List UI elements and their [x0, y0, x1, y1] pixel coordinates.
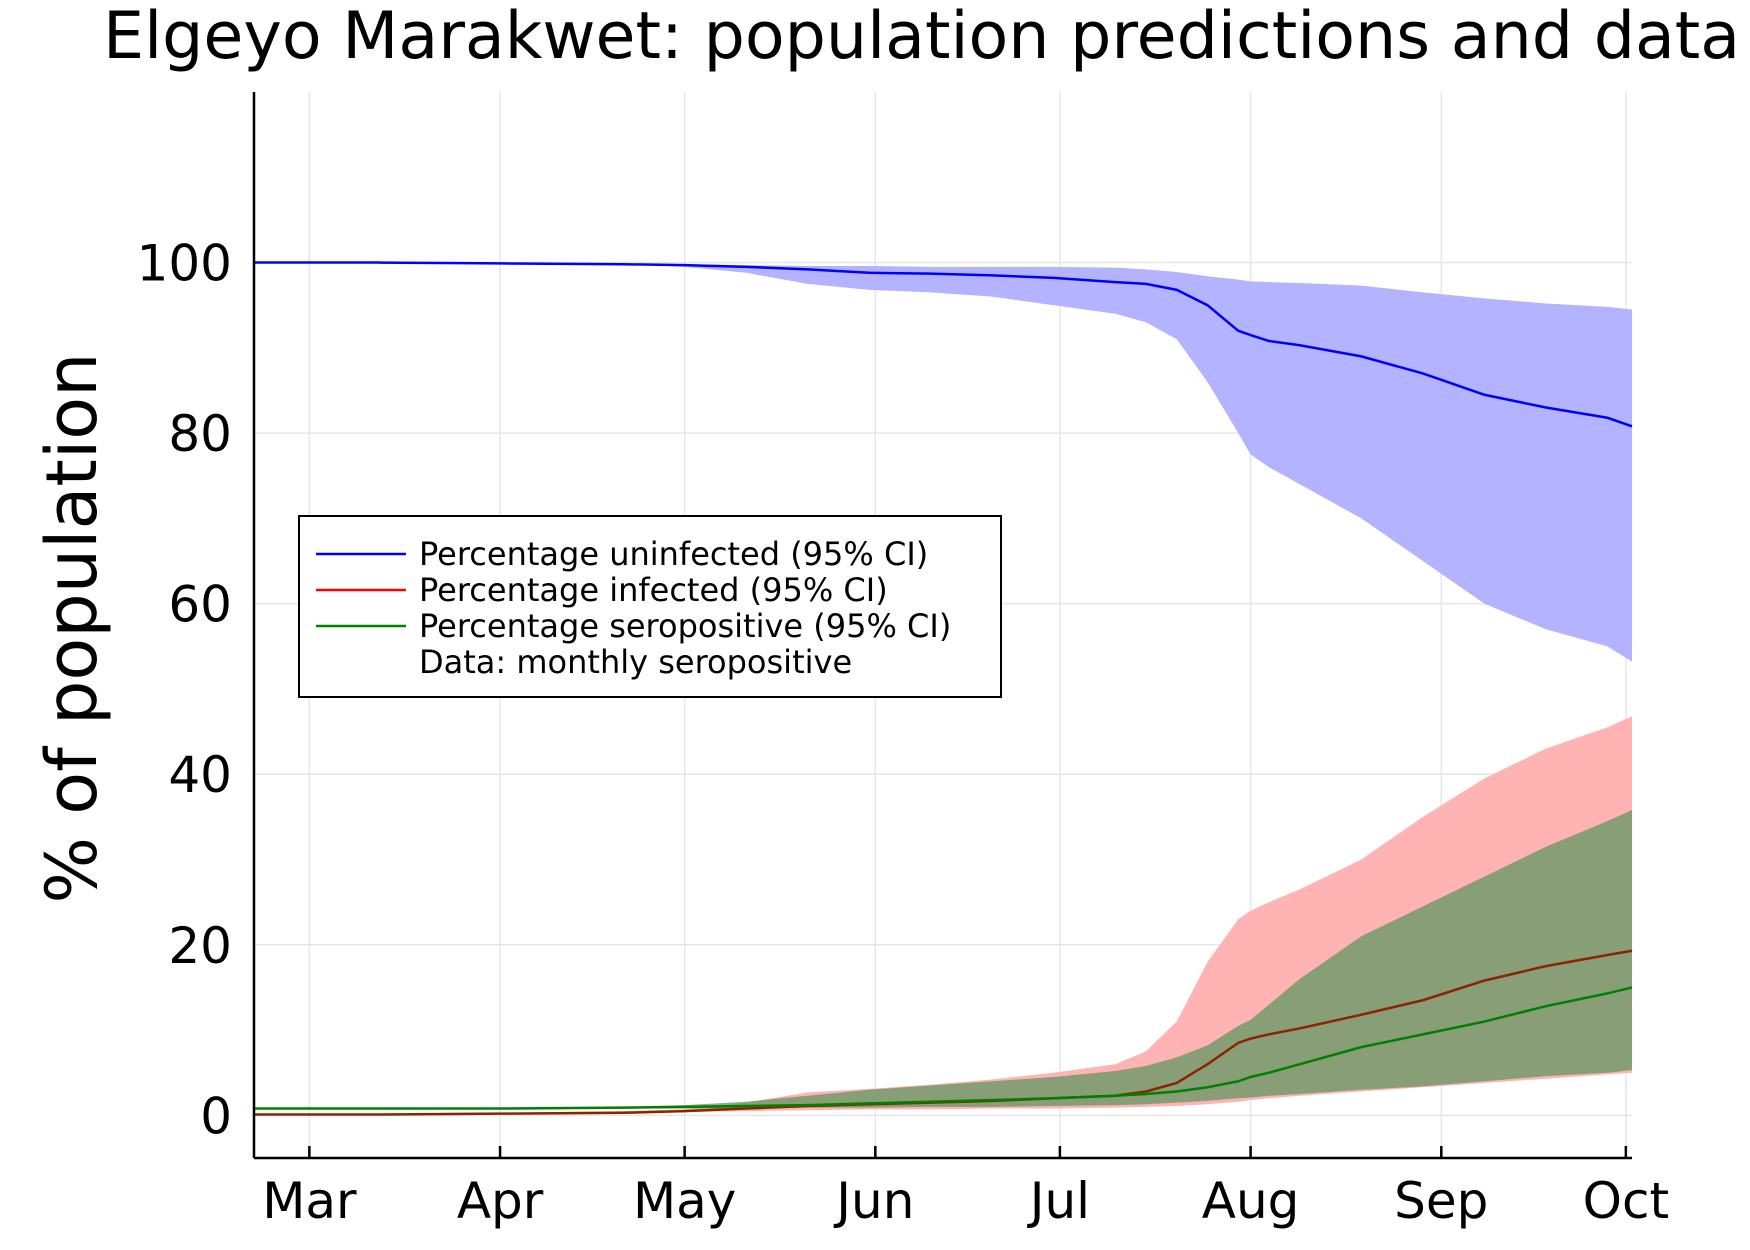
- y-axis-label: % of population: [31, 353, 113, 904]
- legend-label: Percentage infected (95% CI): [419, 571, 888, 609]
- y-tick-label: 20: [168, 917, 232, 975]
- series-line-2: [254, 949, 1633, 1116]
- ci-band-1: [254, 262, 1632, 662]
- y-tick-label: 40: [168, 746, 232, 804]
- y-tick-label: 60: [168, 576, 232, 634]
- series-line-3: [254, 986, 1633, 1110]
- axes: [252, 92, 1632, 1160]
- confidence-bands: [254, 262, 1632, 1115]
- legend-label: Percentage uninfected (95% CI): [419, 535, 928, 573]
- y-tick-label: 0: [200, 1087, 232, 1145]
- x-tick-label: Sep: [1394, 1172, 1488, 1230]
- x-tick-label: May: [633, 1172, 736, 1230]
- legend-label: Percentage seropositive (95% CI): [419, 607, 951, 645]
- x-tick-label: Aug: [1202, 1172, 1300, 1230]
- ticks: 0 20 40 60 80 100 Mar Apr May Jun Jul Aug Sep Oct: [137, 235, 1670, 1230]
- legend-box: [298, 515, 1002, 698]
- legend: Percentage uninfected (95% CI)Percentage…: [298, 515, 1002, 698]
- x-tick-label: Apr: [457, 1172, 544, 1230]
- y-tick-label: 100: [137, 235, 232, 293]
- ci-band-3: [254, 810, 1632, 1109]
- series-lines: [254, 261, 1633, 1116]
- legend-label: Data: monthly seropositive: [419, 643, 852, 681]
- x-tick-label: Jun: [833, 1172, 914, 1230]
- x-tick-label: Oct: [1583, 1172, 1669, 1230]
- y-tick-label: 80: [168, 405, 232, 463]
- x-tick-label: Mar: [262, 1172, 357, 1230]
- x-tick-label: Jul: [1027, 1172, 1090, 1230]
- series-line-1: [254, 261, 1633, 428]
- chart-title: Elgeyo Marakwet: population predictions …: [103, 0, 1740, 74]
